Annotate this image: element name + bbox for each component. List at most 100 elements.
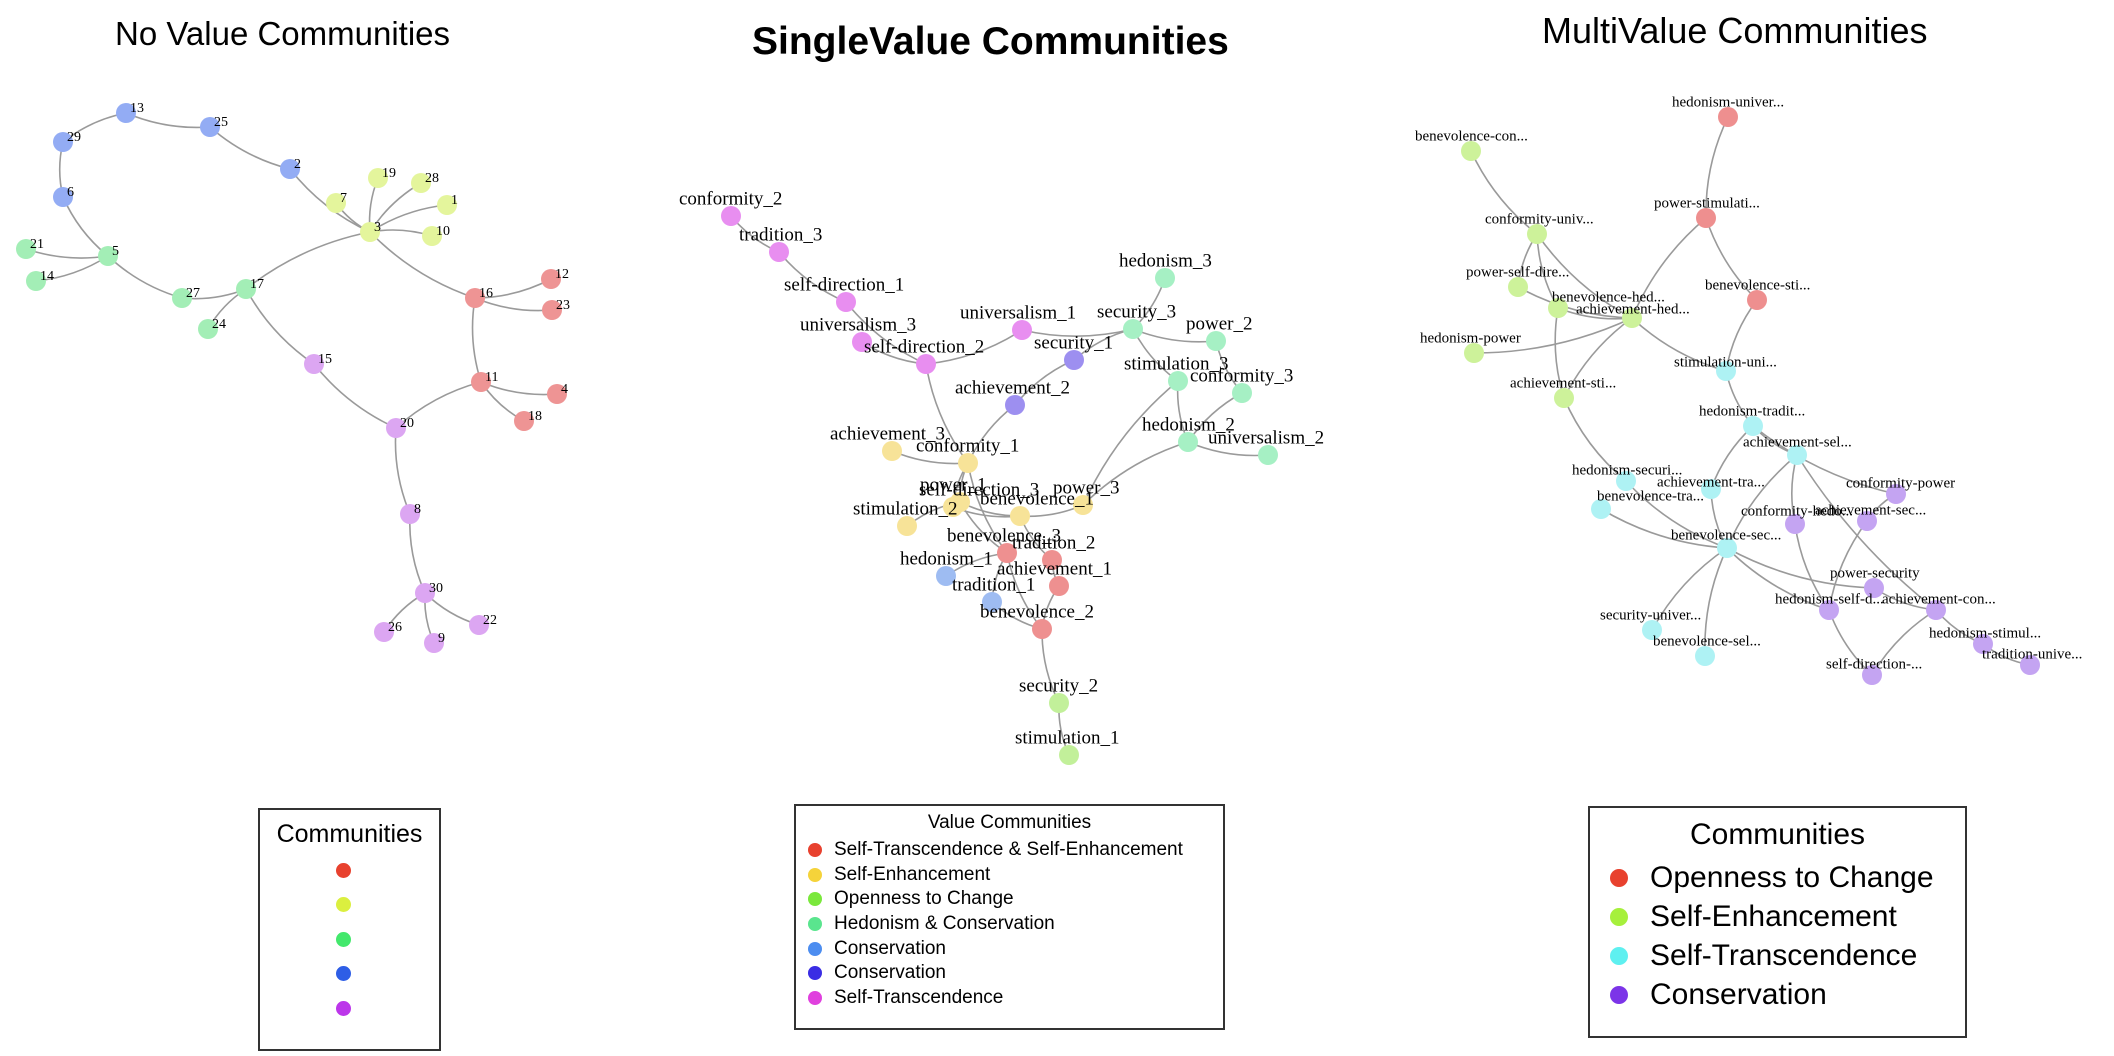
node-label: 12: [555, 267, 569, 282]
graph-node: [26, 271, 46, 291]
graph-node: [1508, 277, 1528, 297]
legend-swatch: [808, 867, 822, 882]
legend-swatch: [808, 843, 822, 858]
graph-edge: [1021, 328, 1134, 337]
graph-edge: [313, 363, 397, 429]
legend-label: Hedonism & Conservation: [834, 913, 1055, 935]
node-label: hedonism-tradit...: [1699, 403, 1805, 419]
node-label: benevolence-sti...: [1705, 277, 1810, 293]
graph-node: [465, 288, 485, 308]
graph-node: [1787, 445, 1807, 465]
legend-swatch: [808, 892, 822, 907]
node-label: self-direction_2: [864, 337, 984, 358]
legend-item: Conservation: [1590, 975, 1965, 1014]
graph-edge: [394, 427, 411, 515]
node-label: 16: [479, 286, 493, 301]
legend-label: Openness to Change: [834, 888, 1014, 910]
node-label: 7: [340, 191, 347, 206]
legend-item: [260, 991, 439, 1026]
node-label: power-stimulati...: [1654, 195, 1760, 211]
legend-label: Self-Transcendence: [1650, 938, 1918, 972]
panel-title-single-value: SingleValue Communities: [752, 20, 1229, 63]
graph-node: [1005, 395, 1025, 415]
legend-no-value: Communities: [258, 808, 441, 1051]
node-label: benevolence-sec...: [1671, 527, 1781, 543]
graph-edge: [1517, 286, 1633, 319]
legend-item: Openness to Change: [796, 887, 1223, 912]
panel-title-no-value: No Value Communities: [115, 15, 451, 52]
graph-node: [943, 497, 963, 517]
graph-node: [1926, 600, 1946, 620]
node-label: tradition_1: [952, 575, 1035, 596]
graph-node: [2020, 655, 2040, 675]
node-label: benevolence-hed...: [1552, 289, 1665, 305]
graph-edge: [245, 288, 315, 365]
node-label: 21: [30, 237, 44, 252]
graph-node: [16, 239, 36, 259]
node-label: universalism_3: [800, 315, 916, 336]
legend-label: Conservation: [834, 962, 946, 984]
node-label: stimulation_1: [1015, 728, 1120, 749]
legend-swatch: [336, 897, 351, 913]
legend-item: Self-Transcendence: [1590, 936, 1965, 975]
node-label: 1: [451, 193, 458, 208]
legend-label: Conservation: [834, 937, 946, 959]
legend-swatch: [336, 1000, 351, 1016]
graph-node: [1716, 361, 1736, 381]
graph-edge: [1536, 233, 1633, 319]
graph-edge: [1704, 547, 1728, 657]
graph-node: [116, 103, 136, 123]
node-label: universalism_2: [1208, 428, 1324, 449]
graph-node: [1785, 514, 1805, 534]
graph-node: [514, 411, 534, 431]
graph-node: [1616, 471, 1636, 491]
legend-items: [260, 853, 439, 1026]
node-label: benevolence_1: [980, 489, 1094, 510]
node-label: 27: [186, 286, 200, 301]
node-label: security_3: [1097, 302, 1176, 323]
node-label: self-direction-...: [1826, 656, 1922, 672]
graph-node: [547, 384, 567, 404]
graph-node: [1032, 619, 1052, 639]
node-label: 30: [429, 581, 443, 596]
graph-edge: [1631, 317, 1727, 372]
graph-node: [916, 354, 936, 374]
graph-edge: [1651, 547, 1728, 631]
node-label: 25: [214, 115, 228, 130]
node-label: 14: [40, 269, 54, 284]
graph-edge: [209, 126, 291, 170]
node-label: 4: [561, 382, 568, 397]
graph-edge: [471, 297, 482, 383]
graph-node: [1155, 268, 1175, 288]
legend-swatch: [808, 990, 822, 1005]
legend-item: Hedonism & Conservation: [796, 912, 1223, 937]
node-label: benevolence-con...: [1415, 128, 1528, 144]
graph-node: [437, 195, 457, 215]
node-label: achievement_3: [830, 424, 945, 445]
graph-edge: [1631, 217, 1707, 319]
legend-item: Openness to Change: [1590, 858, 1965, 897]
node-label: 15: [318, 352, 332, 367]
graph-node: [1232, 383, 1252, 403]
graph-edge: [925, 363, 969, 464]
node-label: conformity_2: [679, 189, 782, 210]
node-label: achievement-sel...: [1743, 434, 1852, 450]
node-label: hedonism-univer...: [1672, 94, 1784, 110]
node-label: 3: [374, 220, 381, 235]
graph-node: [882, 441, 902, 461]
node-label: achievement-hed...: [1576, 301, 1690, 317]
legend-single-value: Value Communities Self-Transcendence & S…: [794, 804, 1225, 1030]
node-label: achievement-sti...: [1510, 375, 1616, 391]
graph-node: [1622, 308, 1642, 328]
graph-node: [1717, 538, 1737, 558]
graph-edge: [1600, 508, 1728, 549]
node-label: 22: [483, 613, 497, 628]
legend-label: Self-Transcendence: [834, 986, 1004, 1008]
node-label: 6: [67, 185, 74, 200]
graph-node: [1010, 506, 1030, 526]
graph-node: [368, 168, 388, 188]
graph-node: [415, 583, 435, 603]
graph-node: [1064, 350, 1084, 370]
graph-node: [982, 592, 1002, 612]
